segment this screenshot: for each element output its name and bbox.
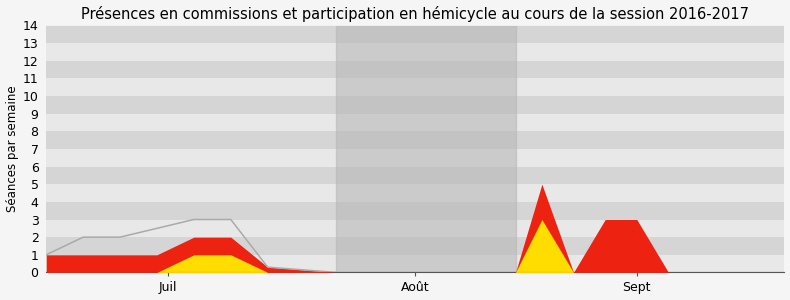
Bar [47,167,784,184]
Bar [47,26,784,43]
Y-axis label: Séances par semaine: Séances par semaine [6,85,18,212]
Bar [47,202,784,220]
Bar [47,43,784,61]
Bar [47,184,784,202]
Bar [47,220,784,237]
Bar [47,255,784,272]
Bar [337,26,516,272]
Bar [47,131,784,149]
Bar [47,61,784,78]
Bar [47,114,784,131]
Bar [47,96,784,114]
Bar [47,149,784,166]
Bar [47,78,784,96]
Title: Présences en commissions et participation en hémicycle au cours de la session 20: Présences en commissions et participatio… [81,6,750,22]
Bar [47,237,784,255]
